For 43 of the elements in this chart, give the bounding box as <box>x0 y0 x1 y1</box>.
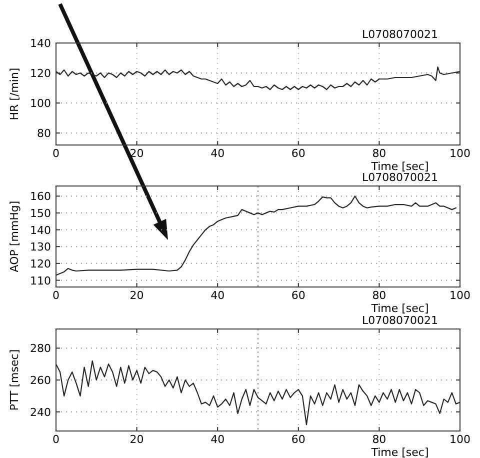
x-tick-label: 80 <box>372 289 386 302</box>
x-tick-label: 40 <box>210 433 225 446</box>
x-tick-label: 0 <box>52 433 60 446</box>
x-tick-label: 0 <box>52 147 60 160</box>
y-tick-label: 120 <box>30 257 51 270</box>
y-tick-label: 80 <box>37 127 51 140</box>
x-tick-label: 20 <box>130 147 144 160</box>
y-tick-label: 140 <box>30 224 51 237</box>
y-axis-title: AOP [mmHg] <box>8 200 21 272</box>
x-axis-title: Time [sec] <box>370 160 429 173</box>
y-tick-label: 280 <box>30 342 51 356</box>
x-tick-label: 60 <box>291 289 306 302</box>
x-tick-label: 100 <box>450 433 470 446</box>
x-tick-label: 40 <box>210 289 225 302</box>
y-axis-title: PTT [msec] <box>8 349 21 411</box>
chart-title: L0708070021 <box>362 314 438 327</box>
chart-title: L0708070021 <box>362 28 438 41</box>
y-tick-label: 150 <box>30 206 51 220</box>
y-tick-label: 160 <box>30 190 51 204</box>
y-tick-label: 260 <box>30 374 51 387</box>
chart-title: L0708070021 <box>362 171 438 184</box>
x-axis-title: Time [sec] <box>370 302 429 315</box>
y-tick-label: 100 <box>30 97 51 110</box>
y-tick-label: 130 <box>30 240 51 254</box>
line-series <box>55 360 461 426</box>
x-tick-label: 100 <box>450 289 470 302</box>
y-tick-label: 120 <box>30 67 51 80</box>
line-series <box>55 196 457 276</box>
y-tick-label: 140 <box>30 37 51 50</box>
y-tick-label: 110 <box>30 274 51 288</box>
y-tick-label: 240 <box>30 406 51 419</box>
x-tick-label: 40 <box>210 147 225 160</box>
x-tick-label: 80 <box>372 147 386 160</box>
x-tick-label: 60 <box>291 147 306 160</box>
x-tick-label: 0 <box>52 289 60 302</box>
x-tick-label: 100 <box>450 147 470 160</box>
line-series <box>55 66 461 90</box>
y-axis-title: HR [/min] <box>8 68 21 120</box>
x-tick-label: 60 <box>291 433 306 446</box>
x-tick-label: 80 <box>372 433 386 446</box>
x-tick-label: 20 <box>130 289 144 302</box>
x-tick-label: 20 <box>130 433 144 446</box>
x-axis-title: Time [sec] <box>370 446 429 458</box>
